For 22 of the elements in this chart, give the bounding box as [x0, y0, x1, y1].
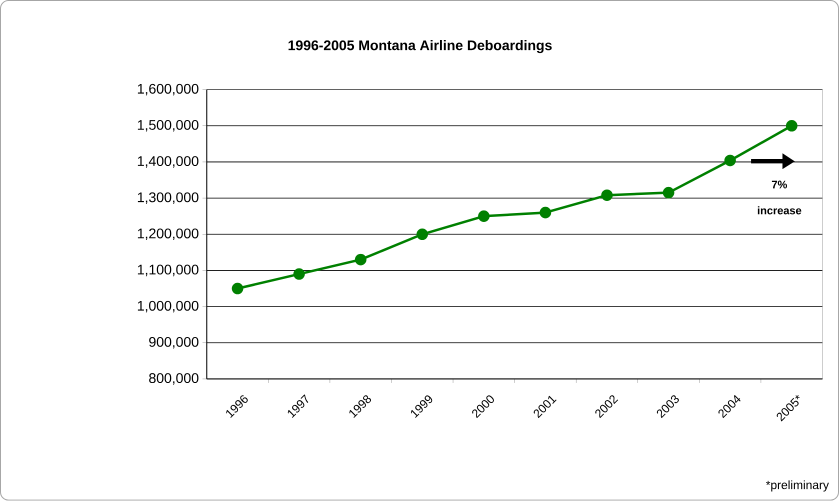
point	[786, 120, 798, 132]
y-tick-label: 800,000	[149, 373, 198, 385]
text: *preliminary	[766, 480, 829, 492]
y-tick-label: 1,600,000	[138, 84, 198, 96]
y-tick-label: 1,300,000	[138, 192, 198, 204]
point	[540, 207, 552, 219]
y-tick-label: 1,100,000	[138, 264, 198, 276]
point	[601, 190, 613, 202]
y-tick-label: 1,000,000	[138, 301, 198, 313]
point	[724, 154, 736, 166]
point	[293, 268, 305, 280]
y-tick-label: 900,000	[149, 337, 198, 349]
y-tick-label: 1,200,000	[138, 228, 198, 240]
point	[354, 254, 366, 266]
chart-title: 1996-2005 Montana Airline Deboardings	[288, 40, 552, 54]
text: 7% increase	[758, 180, 802, 215]
point	[232, 282, 244, 294]
point	[478, 210, 490, 222]
y-tick-label: 1,400,000	[138, 156, 198, 168]
point	[662, 187, 674, 199]
y-tick-label: 1,500,000	[138, 120, 198, 132]
point	[416, 228, 428, 240]
